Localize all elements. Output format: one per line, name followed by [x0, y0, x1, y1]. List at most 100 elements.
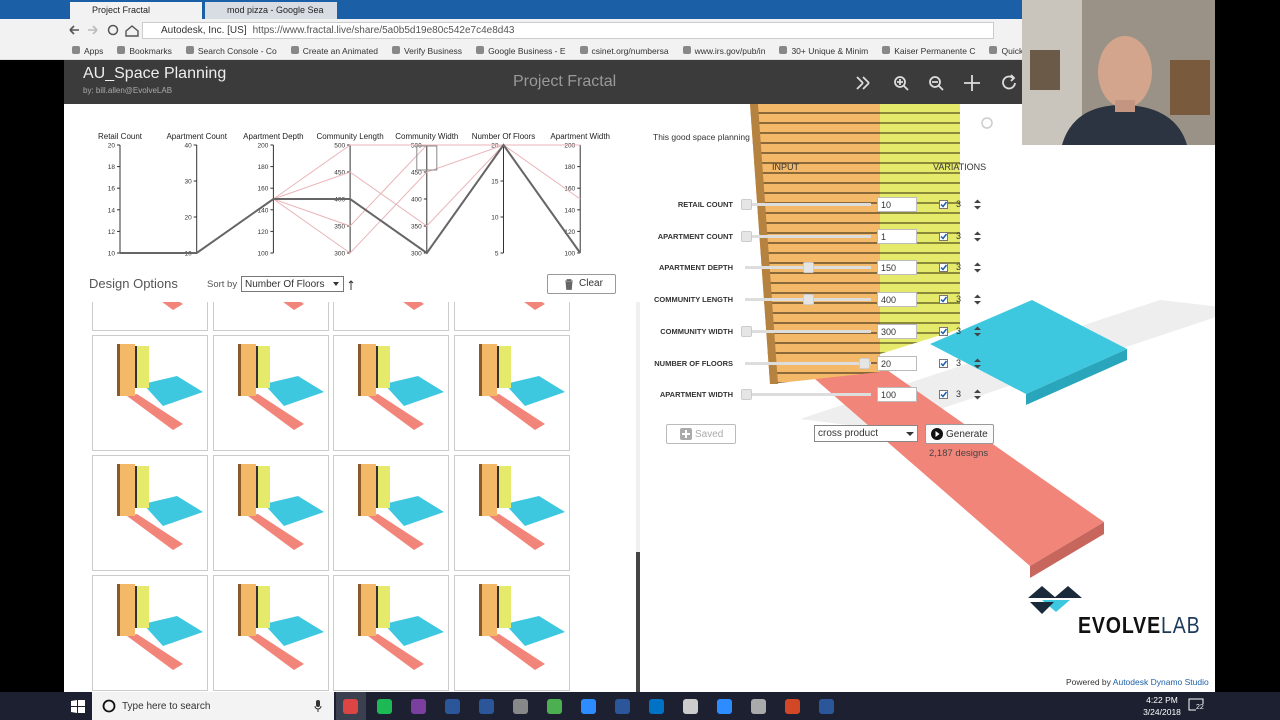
taskbar-app[interactable] [377, 699, 392, 714]
taskbar-app[interactable] [819, 699, 834, 714]
axis-title: Retail Count [98, 132, 143, 141]
design-option[interactable] [453, 302, 570, 331]
omnibox[interactable]: Autodesk, Inc. [US] https://www.fractal.l… [142, 22, 994, 39]
bookmark[interactable]: Bookmarks [117, 46, 172, 59]
taskbar-app[interactable] [683, 699, 698, 714]
variation-checkbox[interactable] [939, 295, 948, 305]
variation-checkbox[interactable] [939, 263, 948, 273]
slider-handle[interactable] [741, 230, 752, 242]
taskbar-app[interactable] [785, 699, 800, 714]
design-option[interactable] [92, 302, 208, 331]
bookmark[interactable]: 30+ Unique & Minim [779, 46, 868, 59]
bookmark[interactable]: csinet.org/numbersa [579, 46, 669, 59]
taskbar-app[interactable] [513, 699, 528, 714]
design-option[interactable] [453, 455, 570, 571]
url: https://www.fractal.live/share/5a0b5d19e… [252, 25, 515, 36]
tab[interactable]: mod pizza - Google Sea [205, 2, 337, 19]
tick-label: 350 [334, 224, 345, 231]
design-thumbnail [358, 584, 444, 670]
design-thumbnail [162, 302, 183, 310]
bookmark[interactable]: QuickB [989, 46, 1022, 59]
tick-label: 450 [411, 170, 422, 177]
bookmark[interactable]: Verify Business [391, 46, 462, 59]
design-option[interactable] [453, 335, 570, 451]
slider-handle[interactable] [803, 294, 814, 306]
input-label: APARTMENT COUNT [657, 231, 733, 241]
variation-checkbox[interactable] [939, 231, 948, 241]
slider-handle[interactable] [741, 389, 752, 401]
bookmark[interactable]: Search Console - Co [185, 46, 277, 59]
bookmark[interactable]: Create an Animated [290, 46, 378, 59]
input-label: COMMUNITY WIDTH [660, 326, 733, 336]
tick-label: 180 [258, 164, 269, 171]
tick-label: 160 [564, 186, 575, 193]
slider-handle[interactable] [803, 262, 814, 274]
spinner [974, 262, 981, 273]
bookmark[interactable]: Apps [72, 46, 103, 59]
variation-checkbox[interactable] [939, 200, 948, 209]
scrollbar[interactable] [636, 302, 640, 692]
variation-count: 3 [956, 230, 962, 241]
design-option[interactable] [333, 575, 449, 691]
slider-handle[interactable] [741, 325, 752, 337]
tick-label: 12 [108, 229, 116, 236]
variation-count: 3 [956, 325, 962, 336]
design-option[interactable] [333, 302, 449, 331]
taskbar-app[interactable] [445, 699, 460, 714]
design-option[interactable] [453, 575, 570, 691]
input-value[interactable]: 1 [877, 228, 917, 244]
taskbar-app[interactable] [343, 699, 358, 714]
input-value[interactable]: 100 [877, 387, 917, 403]
input-value[interactable]: 300 [877, 323, 917, 339]
tick-label: 140 [564, 207, 575, 214]
design-option[interactable] [333, 335, 449, 451]
tick-label: 120 [564, 229, 575, 236]
design-option[interactable] [92, 455, 208, 571]
tab[interactable]: Project Fractal [70, 2, 202, 19]
generate-button[interactable]: Generate [925, 424, 994, 444]
bookmark[interactable]: Kaiser Permanente C [882, 46, 975, 59]
design-option[interactable] [212, 335, 329, 451]
logo-main: EVOLVE [1078, 612, 1161, 638]
input-value[interactable]: 150 [877, 260, 917, 276]
design-option[interactable] [333, 455, 449, 571]
input-value[interactable]: 400 [877, 292, 917, 308]
input-value[interactable]: 10 [877, 197, 917, 212]
design-option[interactable] [212, 455, 329, 571]
slider-handle[interactable] [859, 357, 870, 369]
variation-checkbox[interactable] [939, 358, 948, 368]
input-label: NUMBER OF FLOORS [654, 358, 733, 368]
bookmark[interactable]: www.irs.gov/pub/in [682, 46, 765, 59]
taskbar-app[interactable] [547, 699, 562, 714]
bookmark[interactable]: Google Business - E [476, 46, 566, 59]
variation-checkbox[interactable] [939, 390, 948, 400]
taskbar-app[interactable] [411, 699, 426, 714]
tick-label: 5 [495, 251, 499, 258]
sort-select[interactable]: Number Of Floors [241, 276, 344, 292]
design-option[interactable] [212, 575, 329, 691]
taskbar-app[interactable] [649, 699, 664, 714]
taskbar-app[interactable] [581, 699, 596, 714]
spinner [974, 389, 981, 400]
taskbar-app[interactable] [615, 699, 630, 714]
clear-button[interactable]: Clear [547, 274, 616, 294]
design-grid [64, 302, 636, 692]
slider-handle[interactable] [741, 199, 752, 210]
design-option[interactable] [92, 575, 208, 691]
search-box[interactable]: Type here to search [92, 692, 334, 720]
taskbar-app[interactable] [751, 699, 766, 714]
tick-label: 500 [334, 143, 345, 150]
input-value[interactable]: 20 [877, 355, 917, 371]
saved-button[interactable]: Saved [666, 424, 736, 444]
taskbar-app[interactable] [479, 699, 494, 714]
design-option[interactable] [212, 302, 329, 331]
start-button[interactable] [71, 700, 85, 713]
taskbar-app[interactable] [717, 699, 732, 714]
method-select[interactable]: cross product [814, 425, 918, 442]
dynamo-link[interactable]: Autodesk Dynamo Studio [1112, 677, 1209, 687]
variation-checkbox[interactable] [939, 326, 948, 336]
design-option[interactable] [92, 335, 208, 451]
notification-count: 22 [1196, 704, 1204, 711]
tick-label: 450 [334, 170, 345, 177]
tick-label: 14 [108, 207, 116, 214]
